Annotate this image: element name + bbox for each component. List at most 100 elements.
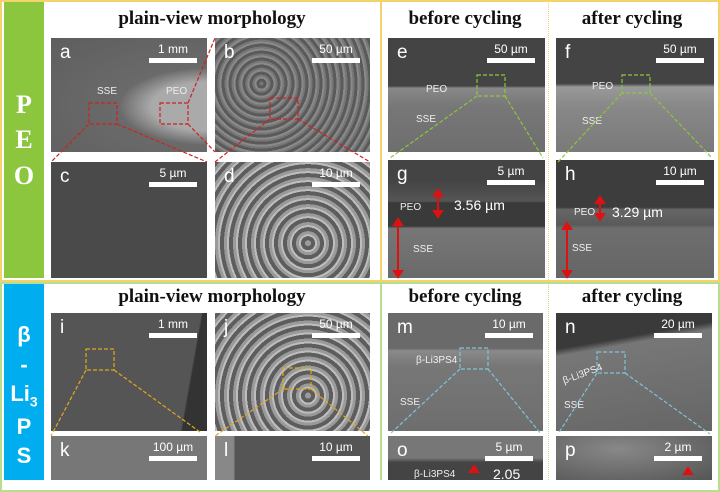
- sem-panel-a: a 1 mm SSE PEO: [51, 38, 207, 152]
- section-divider: [548, 282, 549, 480]
- zoom-line: [389, 368, 461, 435]
- region-label: SSE: [400, 397, 421, 408]
- scale-bar: 20 µm: [654, 317, 702, 338]
- scale-bar: 10 µm: [485, 317, 533, 338]
- scale-bar: 10 µm: [656, 164, 704, 185]
- scale-bar: 10 µm: [312, 166, 360, 187]
- scale-bar: 10 µm: [312, 440, 360, 461]
- thickness-measurement: 3.29 µm: [612, 204, 663, 220]
- zoom-line: [116, 123, 208, 163]
- zoom-line: [649, 92, 713, 159]
- arrow-head: [682, 466, 694, 475]
- zoom-line: [50, 369, 87, 437]
- zoom-box: [459, 347, 489, 370]
- panel-letter: h: [565, 164, 576, 185]
- arrow-head: [468, 464, 480, 473]
- sem-panel-b: b 50 µm: [215, 38, 370, 152]
- label-char: -: [20, 351, 28, 377]
- zoom-line: [624, 372, 711, 435]
- section-divider: [548, 0, 549, 282]
- arrow-head: [594, 195, 606, 222]
- scale-bar: 5 µm: [485, 440, 533, 461]
- label-char: β: [17, 322, 31, 347]
- zoom-box: [282, 367, 312, 390]
- zoom-line: [557, 372, 598, 435]
- peo-section-border: [0, 0, 720, 282]
- label-char: P: [16, 413, 32, 439]
- scale-bar: 50 µm: [656, 42, 704, 63]
- zoom-box: [621, 74, 651, 94]
- region-label: SSE: [97, 86, 118, 97]
- region-label: PEO: [166, 86, 188, 97]
- scale-bar: 2 µm: [654, 440, 702, 461]
- arrow-head: [392, 217, 404, 279]
- panel-letter: c: [60, 166, 70, 187]
- scale-bar: 1 mm: [149, 42, 197, 63]
- title-after-cycling: after cycling: [581, 8, 683, 29]
- row-label-beta-li3ps4: β - Li3 P S: [4, 284, 44, 480]
- scale-bar: 5 µm: [149, 166, 197, 187]
- region-label: PEO: [574, 207, 596, 218]
- region-label: SSE: [413, 244, 434, 255]
- sem-panel-i: i 1 mm: [51, 313, 207, 431]
- zoom-line: [187, 123, 216, 153]
- zoom-line: [214, 118, 271, 163]
- zoom-line: [487, 368, 542, 435]
- zoom-line: [297, 118, 371, 163]
- section-divider: [380, 0, 382, 282]
- scale-bar: 50 µm: [487, 42, 535, 63]
- title-plain-view: plain-view morphology: [118, 286, 306, 307]
- row-label-peo: P E O: [4, 2, 44, 278]
- thickness-measurement: 3.56 µm: [454, 197, 505, 213]
- zoom-line: [214, 388, 284, 437]
- zoom-line: [504, 95, 544, 159]
- zoom-line: [50, 123, 90, 163]
- panel-letter: m: [397, 317, 413, 338]
- panel-letter: g: [397, 164, 408, 185]
- title-plain-view: plain-view morphology: [118, 8, 306, 29]
- label-char: E: [15, 125, 33, 155]
- sem-panel-k: k 100 µm: [51, 436, 207, 480]
- region-label: SSE: [564, 400, 585, 411]
- title-before-cycling: before cycling: [408, 286, 522, 307]
- sem-panel-j: j 50 µm: [215, 313, 370, 431]
- zoom-box: [85, 348, 115, 371]
- arrow-head: [561, 221, 573, 279]
- sem-panel-h: h 10 µm PEO SSE 3.29 µm: [556, 160, 714, 278]
- panel-letter: a: [60, 42, 71, 63]
- sem-panel-l: l 10 µm: [215, 436, 370, 480]
- panel-letter: n: [565, 317, 576, 338]
- thickness-measurement: 2.05 µm: [493, 466, 521, 480]
- region-label: β-Li3PS4: [414, 469, 456, 480]
- region-label: SSE: [416, 114, 437, 125]
- zoom-line: [389, 95, 478, 159]
- region-label: PEO: [592, 81, 614, 92]
- panel-letter: l: [224, 440, 229, 461]
- zoom-box: [88, 102, 118, 125]
- panel-letter: p: [565, 440, 576, 461]
- label-char: Li3: [10, 381, 38, 410]
- zoom-annotation-overlay: [50, 37, 713, 475]
- sem-panel-o: o 5 µm β-Li3PS4 2.05 µm: [388, 436, 543, 480]
- panel-letter: d: [224, 166, 235, 187]
- zoom-line: [187, 37, 216, 104]
- scale-bar: 50 µm: [312, 317, 360, 338]
- zoom-line: [113, 369, 201, 433]
- panel-letter: f: [565, 42, 571, 63]
- sem-panel-e: e 50 µm PEO SSE: [388, 38, 545, 152]
- panel-letter: o: [397, 440, 408, 461]
- panel-letter: j: [224, 317, 229, 338]
- region-label: PEO: [400, 202, 422, 213]
- zoom-box: [159, 102, 189, 125]
- panel-letter: b: [224, 42, 235, 63]
- zoom-box: [596, 351, 626, 374]
- zoom-line: [557, 92, 623, 163]
- scale-bar: 5 µm: [487, 164, 535, 185]
- title-after-cycling: after cycling: [581, 286, 683, 307]
- sem-panel-p: p 2 µm: [556, 436, 712, 480]
- sem-panel-c: c 5 µm: [51, 162, 207, 278]
- arrow-head: [432, 188, 444, 219]
- title-before-cycling: before cycling: [408, 8, 522, 29]
- region-label: SSE: [582, 116, 603, 127]
- region-label: SSE: [572, 243, 593, 254]
